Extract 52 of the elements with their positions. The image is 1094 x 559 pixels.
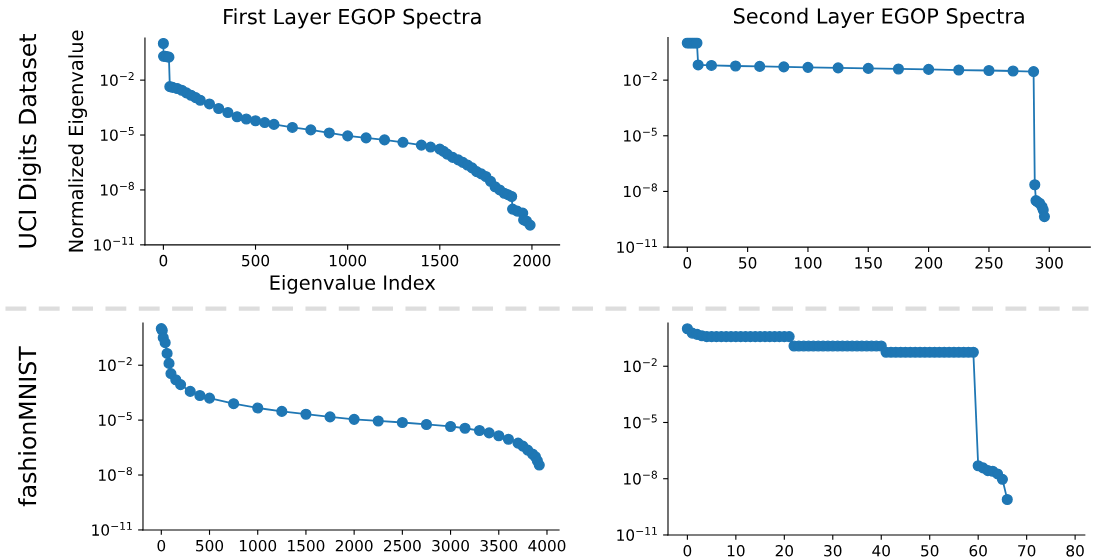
y-tick-label: 10$^{−11}$ xyxy=(617,239,657,253)
x-tick-label: 150 xyxy=(855,257,882,269)
y-tick-label: 10$^{−5}$ xyxy=(99,412,132,427)
x-tick-label: 70 xyxy=(1018,544,1036,557)
x-tick-label: 500 xyxy=(196,539,224,552)
x-tick-label: 0 xyxy=(683,544,692,557)
x-tick-label: 0 xyxy=(683,257,692,269)
x-tick-label: 250 xyxy=(975,257,1003,269)
y-tick-label: 10$^{−11}$ xyxy=(617,527,657,541)
y-tick-label: 10$^{−8}$ xyxy=(99,466,132,481)
x-tick-label: 300 xyxy=(1035,257,1063,269)
chart-title: First Layer EGOP Spectra xyxy=(224,8,481,29)
x-tick-label: 1500 xyxy=(422,254,459,267)
y-tick-label: 10$^{−2}$ xyxy=(624,358,657,373)
y-tick-label: 10$^{−5}$ xyxy=(101,127,134,141)
x-tick-label: 500 xyxy=(242,254,270,267)
x-tick-label: 10 xyxy=(727,544,745,557)
y-tick-label: 10$^{−2}$ xyxy=(101,72,134,87)
y-tick-label: 10$^{−5}$ xyxy=(624,414,657,429)
y-tick-label: 10$^{−8}$ xyxy=(624,183,657,198)
x-axis-title: Eigenvalue Index xyxy=(270,274,436,294)
y-tick-label: 10$^{−8}$ xyxy=(624,470,657,485)
x-tick-label: 3000 xyxy=(432,539,469,552)
x-tick-label: 1000 xyxy=(239,539,277,552)
x-tick-label: 50 xyxy=(921,544,939,557)
x-tick-label: 200 xyxy=(915,257,943,269)
x-tick-label: 40 xyxy=(872,544,890,557)
y-tick-label: 10$^{−11}$ xyxy=(92,521,132,536)
y-tick-label: 10$^{−2}$ xyxy=(99,357,132,372)
y-tick-label: 10$^{−11}$ xyxy=(94,236,134,251)
x-tick-label: 1000 xyxy=(329,254,367,267)
x-tick-label: 50 xyxy=(739,257,757,269)
x-tick-label: 80 xyxy=(1066,544,1084,557)
x-tick-label: 20 xyxy=(775,544,794,557)
y-tick-label: 10$^{−5}$ xyxy=(624,127,657,142)
y-axis-title: Normalized Eigenvalue xyxy=(68,30,88,252)
text: UCI Digits Dataset xyxy=(18,33,41,248)
x-tick-label: 30 xyxy=(824,544,842,557)
x-tick-label: 60 xyxy=(969,544,987,557)
x-tick-label: 0 xyxy=(157,539,166,552)
x-tick-label: 4000 xyxy=(528,539,566,552)
y-tick-label: 10$^{−8}$ xyxy=(101,181,134,196)
x-tick-label: 2500 xyxy=(384,539,421,552)
x-tick-label: 2000 xyxy=(513,254,551,267)
x-tick-label: 2000 xyxy=(335,539,373,552)
y-tick-label: 10$^{−2}$ xyxy=(624,72,657,87)
chart-title: Second Layer EGOP Spectra xyxy=(733,7,1024,28)
x-tick-label: 3500 xyxy=(480,539,518,552)
x-tick-label: 0 xyxy=(159,254,168,267)
x-tick-label: 1500 xyxy=(288,539,325,552)
text: fashionMNIST xyxy=(18,346,37,507)
x-tick-label: 100 xyxy=(795,257,822,269)
